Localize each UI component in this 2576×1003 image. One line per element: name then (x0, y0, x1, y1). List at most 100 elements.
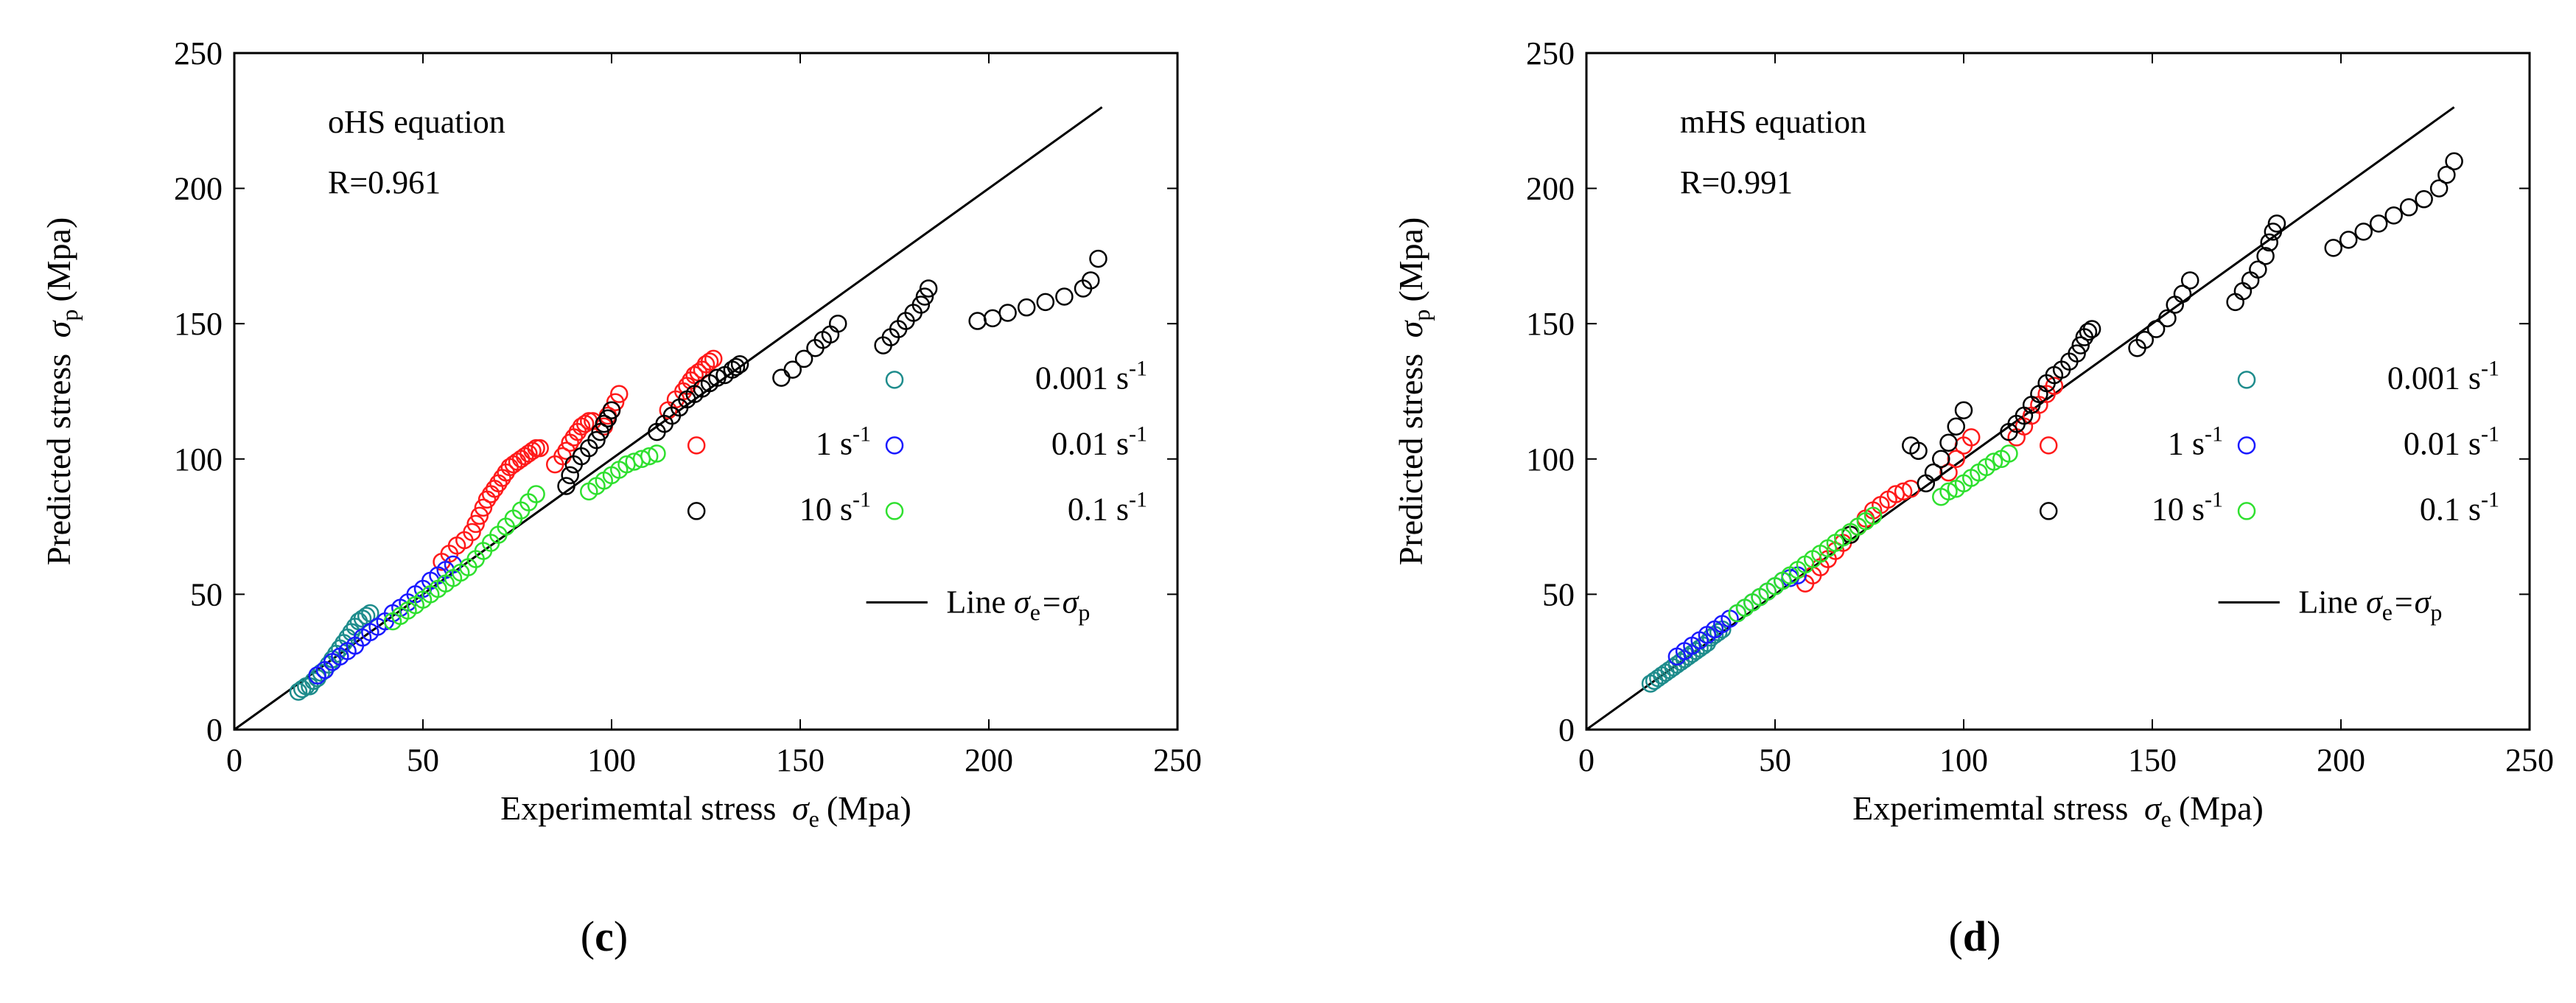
x-tick-label: 50 (1759, 742, 1791, 778)
point-series-10 (2339, 231, 2358, 249)
point-series-1 (463, 523, 481, 542)
point-series-10 (1917, 474, 1936, 493)
legend-label-0_01: 0.01 s-1 (1051, 422, 1147, 461)
point-series-10 (2324, 239, 2343, 257)
point-series-10 (591, 422, 609, 441)
point-series-10 (1089, 249, 1107, 268)
y-axis-label-text: Predicted stress (1392, 354, 1429, 565)
y-axis-label: Predicted stress σp (Mpa) (40, 217, 83, 566)
point-series-1 (1947, 450, 1966, 469)
y-tick-label: 0 (206, 712, 223, 748)
y-tick-label: 150 (174, 306, 223, 342)
point-series-10 (595, 414, 614, 433)
point-series-10 (2267, 214, 2286, 233)
y-tick-label: 50 (1542, 576, 1575, 612)
point-series-10 (2158, 309, 2177, 328)
x-axis-label-unit: (Mpa) (2179, 789, 2264, 827)
point-series-1 (481, 485, 500, 503)
x-axis-label-text: Experimemtal stress (1852, 789, 2128, 827)
point-series-10 (557, 477, 575, 495)
point-series-10 (2068, 344, 2086, 363)
point-series-10 (561, 466, 579, 485)
legend-marker-0_1 (885, 502, 904, 520)
y-axis-label: Predicted stress σp (Mpa) (1392, 217, 1435, 566)
point-series-1 (474, 498, 493, 517)
legend-marker-0_01 (885, 436, 904, 455)
point-series-10 (1036, 293, 1055, 312)
point-series-10 (783, 360, 802, 379)
x-axis-label-sub: e (809, 805, 819, 832)
point-series-10 (919, 279, 938, 298)
point-series-1 (606, 393, 625, 411)
r-value-label: R=0.991 (1680, 164, 1793, 200)
chart-panel-c: 0 50 100 150 200 250 0 50 100 150 200 250 oHS equat… (40, 35, 1202, 960)
y-tick-label: 200 (174, 171, 223, 207)
legend-label-0_1: 0.1 s-1 (1068, 487, 1147, 527)
point-series-10 (2429, 179, 2449, 198)
x-tick-label: 50 (407, 742, 439, 778)
legend-marker-10 (687, 502, 706, 520)
legend: 0.001 s-1 1 s-1 0.01 s-1 10 s-1 0.1 s-1 Line … (2039, 356, 2499, 625)
point-series-10 (828, 314, 847, 333)
data-points (1586, 106, 2463, 731)
x-axis-label: Experimemtal stress σe (Mpa) (1852, 789, 2264, 832)
point-series-10 (2071, 336, 2090, 354)
chart-panel-d: 0 50 100 150 200 250 0 50 100 150 200 250 mHS equat… (1392, 35, 2554, 960)
point-series-10 (794, 349, 813, 368)
point-series-10 (598, 409, 617, 427)
point-series-10 (1947, 417, 1966, 436)
point-series-1 (486, 479, 504, 498)
point-series-10 (911, 296, 931, 314)
point-series-0_1 (2000, 444, 2018, 463)
legend-label-0_01: 0.01 s-1 (2404, 422, 2499, 461)
point-series-1 (1961, 428, 1981, 447)
point-series-1 (609, 385, 629, 403)
point-series-1 (493, 469, 511, 487)
legend-label-0_1: 0.1 s-1 (2420, 487, 2499, 527)
point-series-1 (575, 414, 595, 433)
point-series-1 (704, 349, 723, 368)
legend-label-0_001: 0.001 s-1 (1035, 356, 1147, 396)
point-series-0_1 (1939, 482, 1958, 501)
panel-label-d: (d) (1949, 912, 2001, 960)
legend-marker-1 (687, 436, 706, 455)
point-series-10 (2354, 223, 2373, 241)
point-series-1 (700, 352, 719, 371)
point-series-10 (2180, 271, 2199, 290)
point-series-0_1 (1863, 506, 1883, 525)
point-series-10 (1017, 298, 1036, 317)
y-tick-label: 50 (190, 576, 223, 612)
point-series-10 (2264, 223, 2283, 241)
legend-label-10: 10 s-1 (799, 487, 871, 527)
point-series-10 (2079, 322, 2098, 341)
equation-label: mHS equation (1680, 104, 1866, 140)
y-tick-label: 250 (174, 35, 223, 71)
point-series-10 (2249, 260, 2267, 279)
y-axis-label-unit: (Mpa) (1392, 217, 1429, 302)
point-series-10 (2415, 190, 2433, 209)
point-series-10 (1081, 271, 1100, 290)
point-series-10 (983, 309, 1002, 328)
point-series-10 (2082, 320, 2101, 338)
point-series-1 (564, 428, 584, 447)
legend-marker-1 (2039, 436, 2058, 455)
point-series-10 (1954, 401, 1973, 419)
y-axis-label-text: Predicted stress (40, 354, 77, 565)
y-tick-label: 250 (1526, 35, 1575, 71)
y-tick-label: 100 (174, 441, 223, 478)
legend-label-0_001: 0.001 s-1 (2387, 356, 2499, 396)
y-axis-label-symbol: σ (1392, 319, 1429, 338)
x-tick-label: 100 (587, 742, 636, 778)
x-tick-label: 150 (2128, 742, 2177, 778)
point-series-10 (2369, 214, 2388, 233)
axis-ticks: 0 50 100 150 200 250 0 50 100 150 200 250 (174, 35, 1202, 778)
point-series-10 (2445, 152, 2463, 171)
point-series-0_1 (1984, 452, 2003, 471)
legend-marker-0_01 (2237, 436, 2256, 455)
x-tick-label: 250 (1153, 742, 1202, 778)
point-series-10 (730, 355, 749, 374)
x-tick-label: 100 (1939, 742, 1988, 778)
panel-label-c: (c) (581, 912, 628, 960)
plot-frame (1585, 52, 2531, 731)
x-axis-label-symbol: σ (2144, 789, 2163, 827)
